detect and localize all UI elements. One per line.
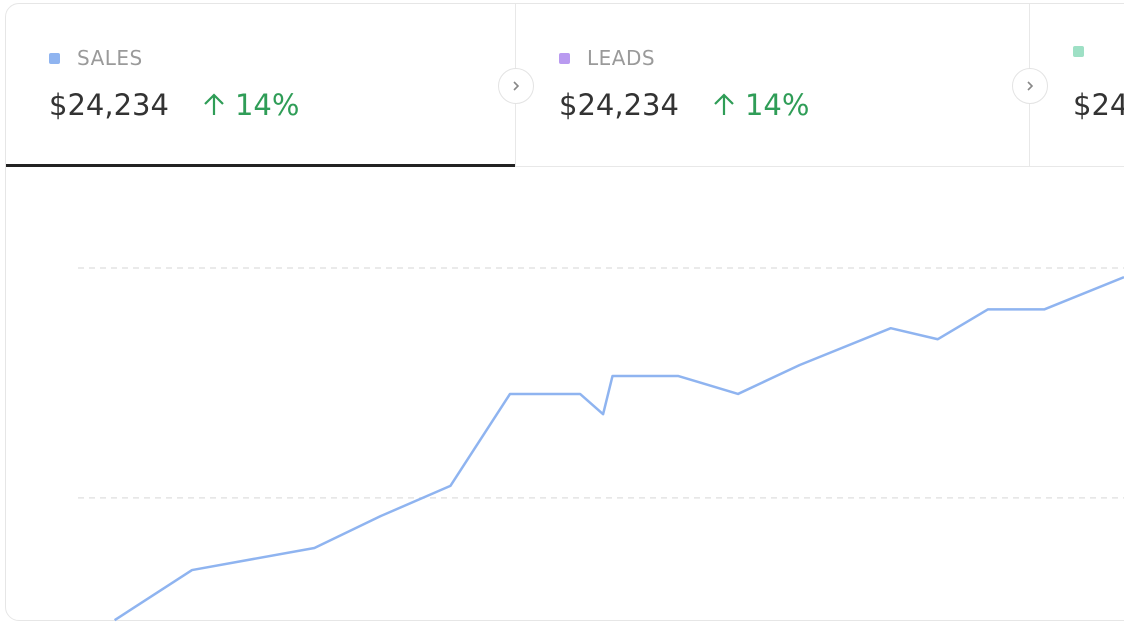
next-button[interactable] xyxy=(498,68,534,104)
color-dot xyxy=(559,52,570,64)
tab-value-row: $24,234 14% xyxy=(49,88,299,122)
tab-value: $24,234 xyxy=(1073,88,1124,122)
tab-value-row: $24,234 xyxy=(1073,88,1124,122)
up-arrow xyxy=(204,93,224,115)
change-value: 14% xyxy=(234,88,300,122)
tab-value: $24,234 xyxy=(559,88,679,122)
tab-value: $24,234 xyxy=(49,88,169,122)
tab-label-row: SALES xyxy=(49,46,143,70)
tab-label: SALES xyxy=(77,46,143,70)
tabs: SALES $24,234 14% LEADS $24,234 14% $24,… xyxy=(6,4,1124,167)
change: 14% xyxy=(201,88,299,122)
tab[interactable]: $24,234 xyxy=(1030,4,1124,166)
color-dot xyxy=(1073,46,1084,57)
up-arrow xyxy=(714,93,734,115)
tab-label-row: LEADS xyxy=(559,46,655,70)
color-dot xyxy=(49,52,60,64)
tab-value-row: $24,234 14% xyxy=(559,88,809,122)
change: 14% xyxy=(711,88,809,122)
chevron-icon xyxy=(1027,81,1034,91)
tab-label: LEADS xyxy=(587,46,656,70)
tab-label-row xyxy=(1073,46,1101,57)
tab[interactable]: SALES $24,234 14% xyxy=(6,4,516,167)
next-button[interactable] xyxy=(1012,68,1048,104)
line xyxy=(113,275,1124,622)
change-value: 14% xyxy=(744,88,810,122)
chevron-icon xyxy=(513,81,520,91)
card: SALES $24,234 14% LEADS $24,234 14% $24,… xyxy=(5,3,1124,621)
